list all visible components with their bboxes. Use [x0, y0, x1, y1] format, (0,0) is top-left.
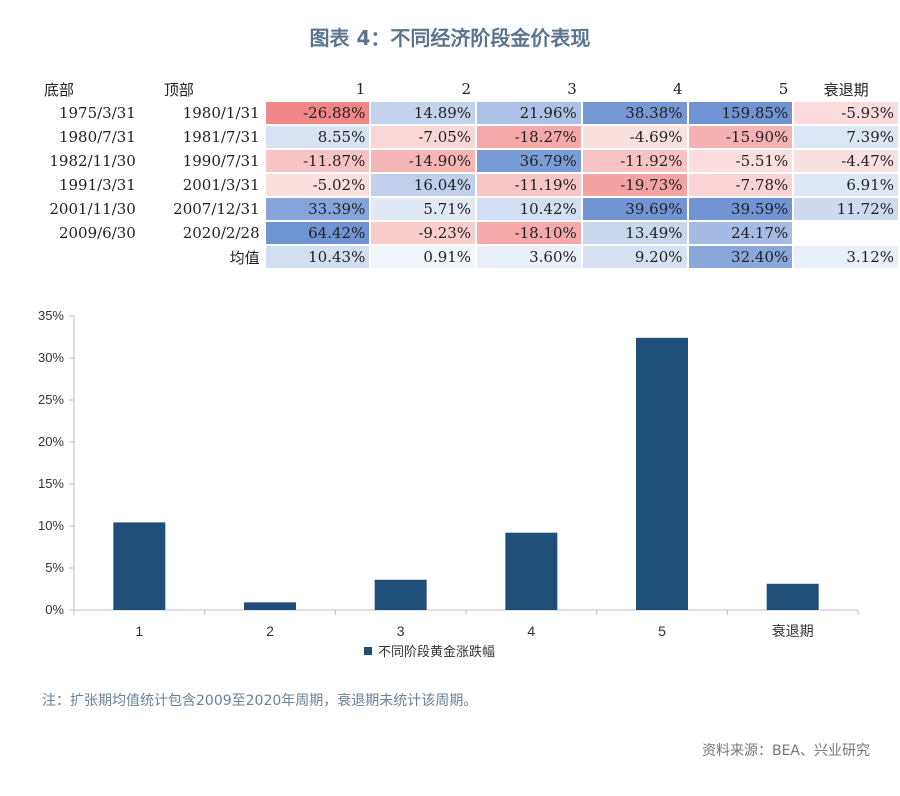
bar — [113, 522, 166, 610]
cell-value: 11.72% — [794, 198, 898, 220]
y-tick-label: 30% — [38, 350, 64, 365]
cell-value: 16.04% — [371, 174, 476, 196]
cell-value: 32.40% — [688, 246, 793, 268]
cell-value: -15.90% — [688, 126, 793, 148]
y-tick-label: 25% — [38, 392, 64, 407]
cell-top-date: 均值 — [229, 248, 260, 267]
cell-bottom-date: 1975/3/31 — [58, 104, 136, 122]
cell-value: -4.47% — [794, 150, 898, 172]
cell-value: -5.02% — [265, 174, 370, 196]
legend-swatch — [364, 647, 372, 655]
x-tick-label: 3 — [397, 623, 405, 639]
cell-value: 6.91% — [794, 174, 898, 196]
cell-value: 10.43% — [265, 246, 370, 268]
cell-value: 7.39% — [794, 126, 898, 148]
cell-value: -19.73% — [582, 174, 687, 196]
cell-value: -11.92% — [582, 150, 687, 172]
cell-value: 9.20% — [582, 246, 687, 268]
cell-value: 10.42% — [477, 198, 581, 220]
cell-bottom-date: 2009/6/30 — [58, 224, 136, 242]
cell-bottom-date — [30, 246, 140, 268]
bar — [374, 579, 427, 610]
table-row: 1975/3/31 1980/1/31 -26.88% 14.89% 21.96% 38.… — [30, 102, 898, 124]
cell-value: 24.17% — [688, 222, 793, 244]
y-tick-label: 5% — [45, 560, 64, 575]
cell-bottom-date: 1982/11/30 — [49, 152, 136, 170]
y-tick-label: 15% — [38, 476, 64, 491]
cell-value: 0.91% — [371, 246, 476, 268]
y-tick-label: 20% — [38, 434, 64, 449]
bar — [636, 337, 688, 610]
table-row: 均值 10.43% 0.91% 3.60% 9.20% 32.40% 3.12% — [30, 246, 898, 268]
cell-value: 3.60% — [477, 246, 581, 268]
cell-bottom-date: 2001/11/30 — [49, 200, 136, 218]
x-tick-label: 5 — [658, 623, 666, 639]
table-row: 2001/11/30 2007/12/31 33.39% 5.71% 10.42% 39.… — [30, 198, 898, 220]
cell-value: 3.12% — [794, 246, 898, 268]
cell-top-date: 2001/3/31 — [182, 176, 260, 194]
cell-value: -7.78% — [688, 174, 793, 196]
cell-top-date: 1980/1/31 — [182, 104, 260, 122]
header-stage-3: 3 — [567, 80, 577, 98]
header-bottom: 底部 — [44, 80, 75, 99]
bar — [766, 583, 819, 610]
cell-value: -11.19% — [477, 174, 581, 196]
cell-value: -7.05% — [371, 126, 476, 148]
x-tick-label: 2 — [266, 623, 274, 639]
cell-value: 39.59% — [688, 198, 793, 220]
header-stage-4: 4 — [672, 80, 683, 98]
chart-title: 图表 4：不同经济阶段金价表现 — [309, 26, 591, 50]
header-stage-2: 2 — [461, 80, 472, 98]
table-row: 1982/11/30 1990/7/31 -11.87% -14.90% 36.79% -… — [30, 150, 898, 172]
cell-value: 5.71% — [371, 198, 476, 220]
cell-value: 8.55% — [265, 126, 370, 148]
cell-value: -14.90% — [371, 150, 476, 172]
header-stage-1: 1 — [355, 80, 366, 98]
cell-value: 39.69% — [582, 198, 687, 220]
cell-value: 33.39% — [265, 198, 370, 220]
data-table: 底部 顶部 1 2 3 4 5 衰退期 1975/3/31 1980/1/31 -2… — [28, 76, 900, 270]
table-row: 2009/6/30 2020/2/28 64.42% -9.23% -18.10% 13.… — [30, 222, 898, 244]
cell-value: 14.89% — [371, 102, 476, 124]
cell-value — [794, 222, 898, 244]
cell-value: 21.96% — [477, 102, 581, 124]
cell-value: -5.51% — [688, 150, 793, 172]
bar — [505, 532, 558, 610]
cell-value: -5.93% — [794, 102, 898, 124]
cell-top-date: 1981/7/31 — [182, 128, 260, 146]
bar — [244, 602, 296, 610]
header-stage-5: 5 — [778, 80, 789, 98]
table-row: 1980/7/31 1981/7/31 8.55% -7.05% -18.27% -4.6… — [30, 126, 898, 148]
cell-value: 159.85% — [688, 102, 793, 124]
cell-value: 36.79% — [477, 150, 581, 172]
cell-top-date: 2007/12/31 — [173, 200, 260, 218]
cell-bottom-date: 1980/7/31 — [58, 128, 136, 146]
table-header-row: 底部 顶部 1 2 3 4 5 衰退期 — [30, 78, 898, 100]
cell-value: -9.23% — [371, 222, 476, 244]
x-tick-label: 衰退期 — [772, 623, 814, 639]
x-tick-label: 1 — [135, 623, 143, 639]
y-tick-label: 0% — [45, 602, 64, 617]
cell-value: -11.87% — [265, 150, 370, 172]
x-tick-label: 4 — [527, 623, 535, 639]
legend-label: 不同阶段黄金涨跌幅 — [378, 644, 495, 660]
table-row: 1991/3/31 2001/3/31 -5.02% 16.04% -11.19% -19… — [30, 174, 898, 196]
y-tick-label: 35% — [38, 308, 64, 323]
header-recession: 衰退期 — [823, 80, 869, 99]
source-text: 资料来源：BEA、兴业研究 — [701, 743, 870, 759]
cell-value: -18.27% — [477, 126, 581, 148]
cell-value: -4.69% — [582, 126, 687, 148]
cell-top-date: 2020/2/28 — [182, 224, 260, 242]
cell-top-date: 1990/7/31 — [182, 152, 260, 170]
cell-value: 13.49% — [582, 222, 687, 244]
cell-value: -26.88% — [265, 102, 370, 124]
cell-value: 64.42% — [265, 222, 370, 244]
cell-value: -18.10% — [477, 222, 581, 244]
cell-bottom-date: 1991/3/31 — [58, 176, 136, 194]
y-tick-label: 10% — [38, 518, 64, 533]
cell-value: 38.38% — [582, 102, 687, 124]
footnote: 注：扩张期均值统计包含2009至2020年周期，衰退期未统计该周期。 — [42, 693, 478, 709]
header-top: 顶部 — [163, 80, 194, 99]
